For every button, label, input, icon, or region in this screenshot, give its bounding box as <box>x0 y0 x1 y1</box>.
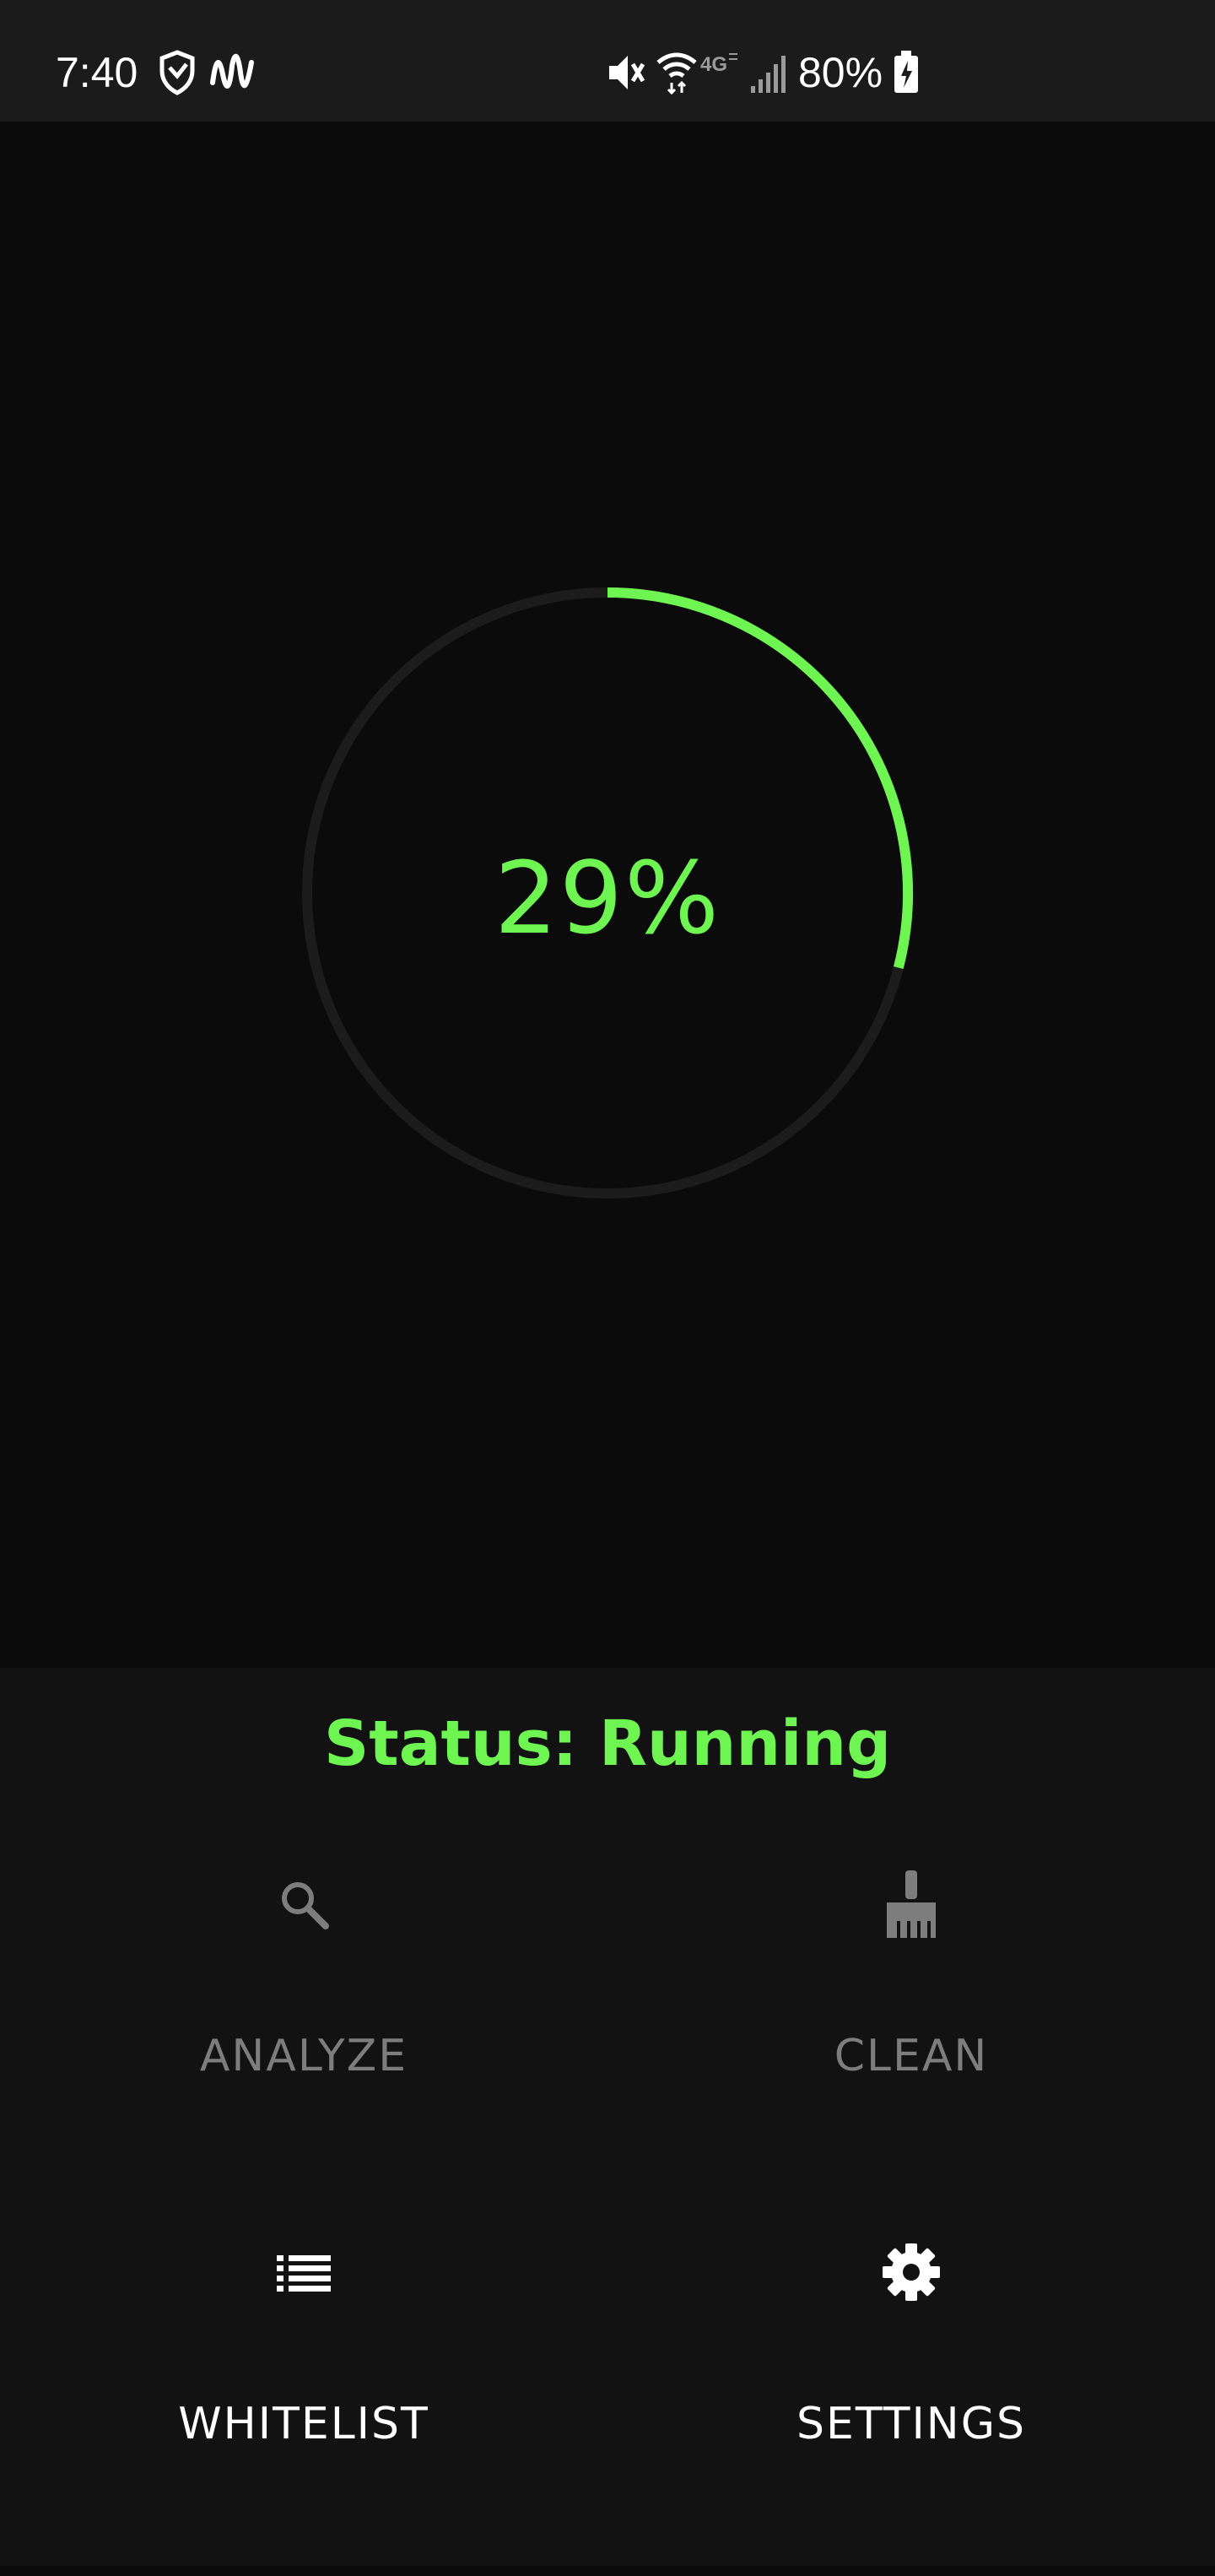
mute-icon <box>609 56 645 89</box>
settings-label: SETTINGS <box>796 2399 1026 2449</box>
progress-ring <box>302 587 913 1199</box>
control-panel: Status: Running ANALYZE CLEAN <box>0 1668 1215 2566</box>
svg-text:4G: 4G <box>700 53 727 76</box>
4g-icon: 4G <box>700 53 737 76</box>
wifi-icon <box>656 52 697 95</box>
status-bar: 7:40 4G 80% <box>0 0 1215 122</box>
analyze-button[interactable]: ANALYZE <box>0 1854 608 2208</box>
waveform-icon <box>210 54 254 89</box>
shield-icon <box>159 50 195 95</box>
search-icon <box>282 1882 329 1929</box>
broom-icon <box>887 1870 936 1938</box>
whitelist-label: WHITELIST <box>178 2399 429 2449</box>
list-icon <box>277 2255 331 2292</box>
whitelist-button[interactable]: WHITELIST <box>0 2222 608 2576</box>
battery-percent: 80% <box>798 49 883 96</box>
status-time: 7:40 <box>56 49 138 96</box>
gear-icon <box>883 2243 940 2301</box>
analyze-label: ANALYZE <box>199 2031 408 2081</box>
battery-charging-icon <box>894 51 918 93</box>
progress-percent: 29% <box>494 840 721 956</box>
progress-area: 29% <box>0 122 1215 1668</box>
signal-icon <box>751 56 786 93</box>
status-text: Status: Running <box>323 1707 892 1780</box>
settings-button[interactable]: SETTINGS <box>608 2222 1215 2576</box>
clean-label: CLEAN <box>834 2031 989 2081</box>
clean-button[interactable]: CLEAN <box>608 1854 1215 2208</box>
progress-arc <box>607 587 913 970</box>
